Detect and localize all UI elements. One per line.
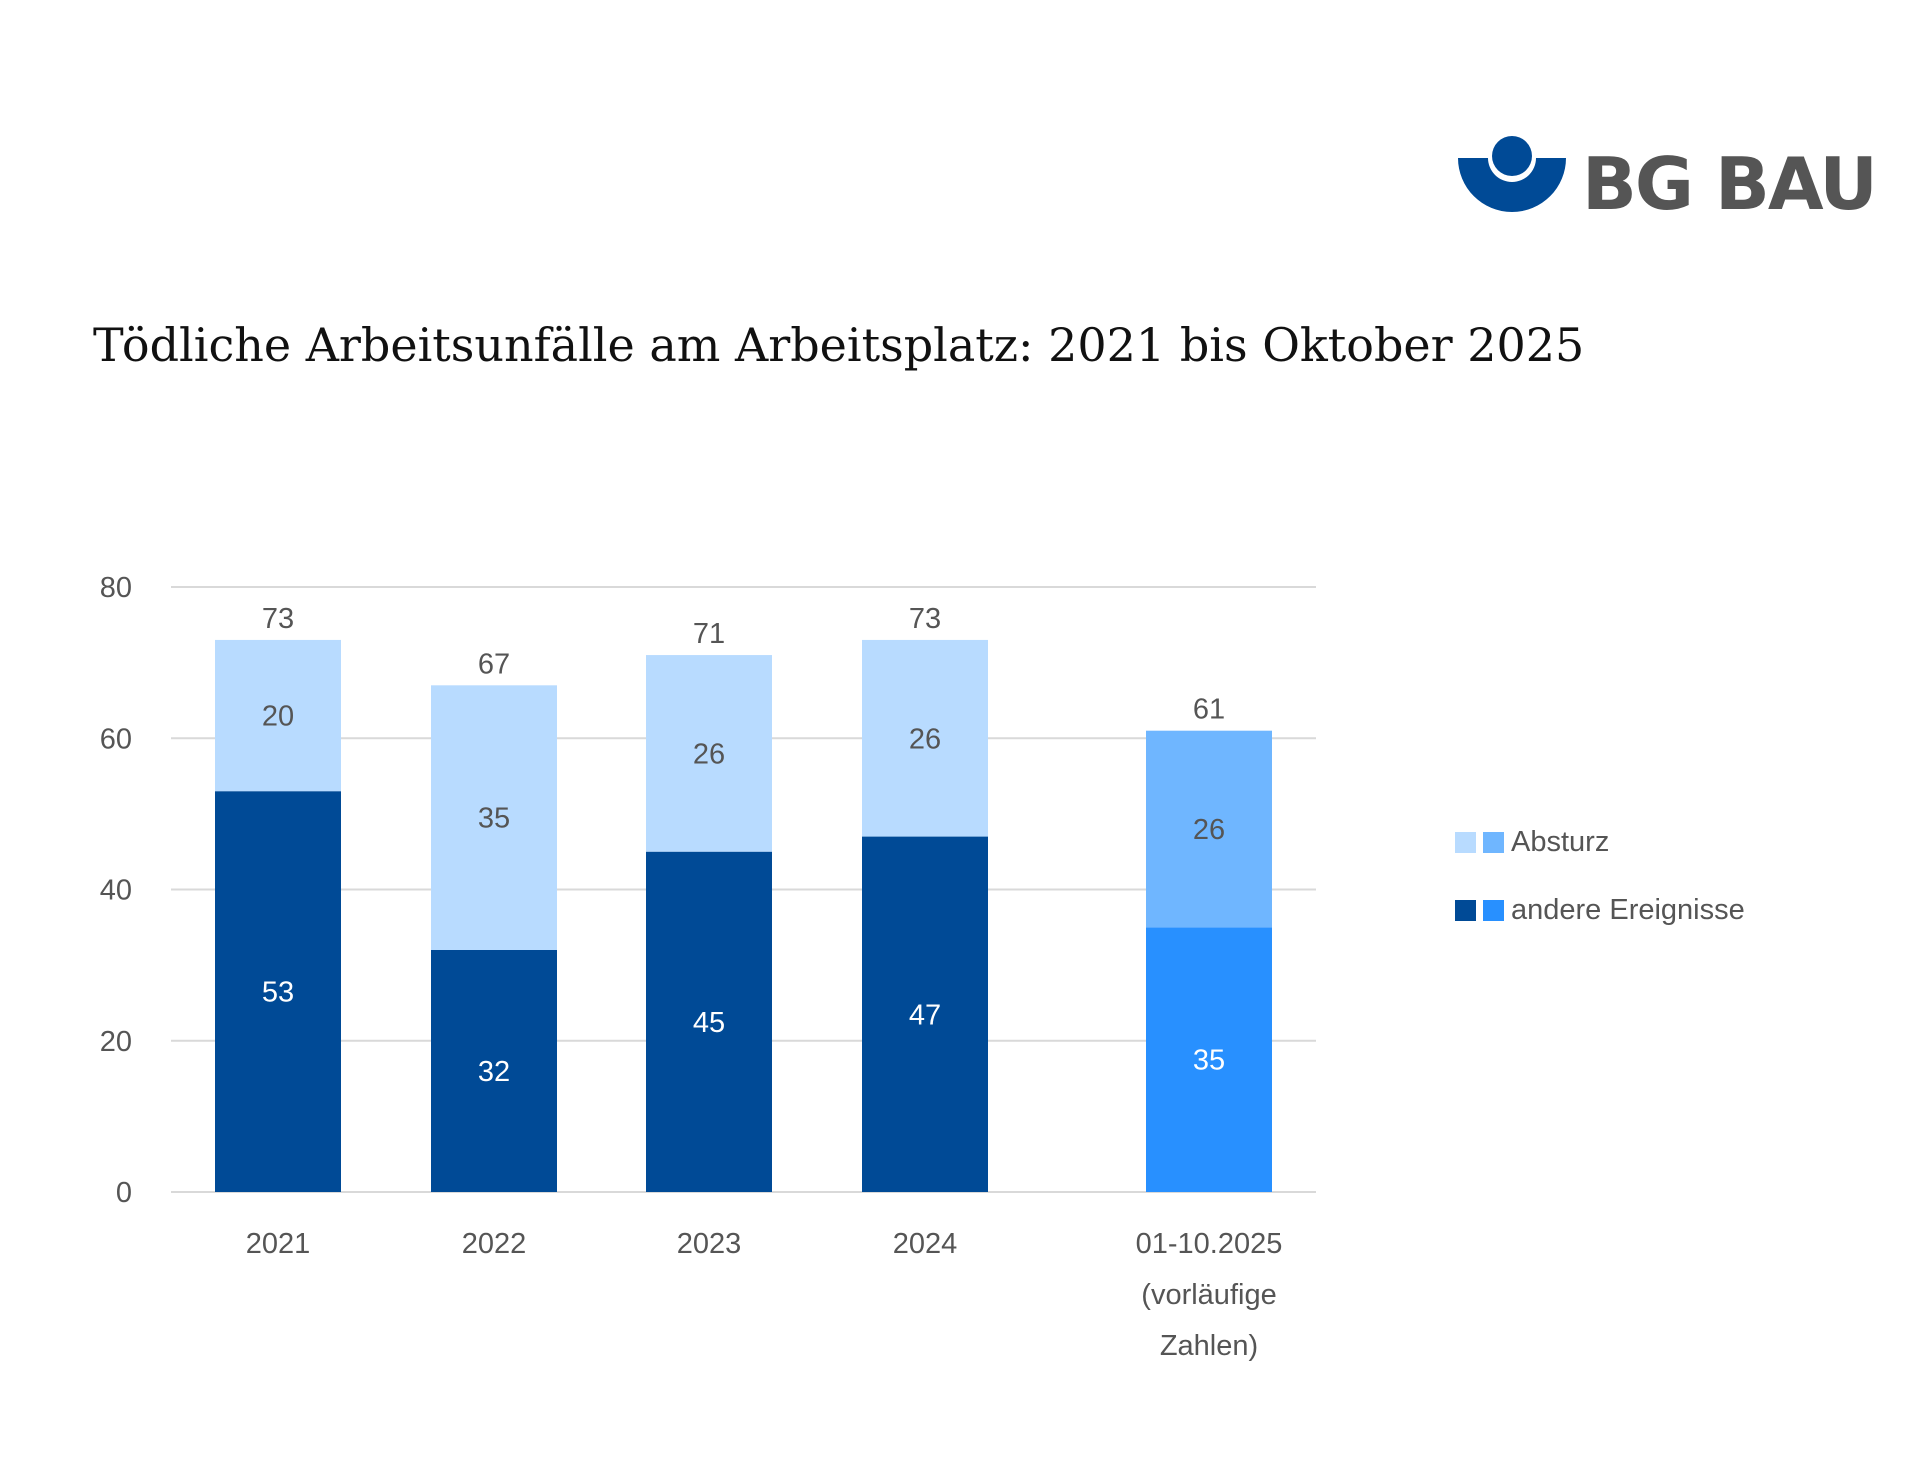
logo-text: BG BAU xyxy=(1582,142,1878,226)
data-label: 32 xyxy=(478,1056,510,1088)
data-label: 26 xyxy=(693,738,725,770)
legend-swatch xyxy=(1483,900,1504,921)
data-label: 20 xyxy=(262,701,294,733)
x-tick-label: 2021 xyxy=(246,1228,311,1260)
x-tick-label: (vorläufige xyxy=(1141,1279,1276,1311)
total-label: 67 xyxy=(478,648,510,680)
bar-andere xyxy=(862,836,988,1192)
data-label: 47 xyxy=(909,999,941,1031)
bar-andere xyxy=(646,851,772,1192)
chart-title: Tödliche Arbeitsunfälle am Arbeitsplatz:… xyxy=(93,318,1585,372)
bar-andere xyxy=(431,950,557,1192)
legend-swatch xyxy=(1455,832,1476,853)
data-label: 26 xyxy=(1193,814,1225,846)
y-tick-label: 40 xyxy=(100,875,132,907)
data-label: 53 xyxy=(262,977,294,1009)
total-label: 71 xyxy=(693,618,725,650)
legend-swatch xyxy=(1483,832,1504,853)
data-label: 26 xyxy=(909,723,941,755)
legend-label: Absturz xyxy=(1511,826,1610,858)
legend-swatch xyxy=(1455,900,1476,921)
legend-item-andere: andere Ereignisse xyxy=(1455,894,1745,927)
bar-andere xyxy=(215,791,341,1192)
total-label: 73 xyxy=(909,603,941,635)
data-label: 35 xyxy=(1193,1045,1225,1077)
total-label: 73 xyxy=(262,603,294,635)
bg-bau-logo-symbol xyxy=(1455,135,1575,222)
y-tick-label: 80 xyxy=(100,572,132,604)
x-tick-label: 2023 xyxy=(677,1228,742,1260)
x-tick-label: 01-10.2025 xyxy=(1136,1228,1283,1260)
bar-andere xyxy=(1146,927,1272,1192)
bar-absturz xyxy=(862,639,988,837)
y-tick-label: 20 xyxy=(100,1026,132,1058)
x-tick-label: 2024 xyxy=(893,1228,958,1260)
bar-absturz xyxy=(215,639,341,792)
bar-absturz xyxy=(646,655,772,852)
x-tick-label: 2022 xyxy=(462,1228,527,1260)
data-label: 35 xyxy=(478,803,510,835)
legend-item-absturz: Absturz xyxy=(1455,826,1609,859)
legend-label: andere Ereignisse xyxy=(1511,894,1745,926)
y-tick-label: 0 xyxy=(116,1177,132,1209)
total-label: 61 xyxy=(1193,694,1225,726)
data-label: 45 xyxy=(693,1007,725,1039)
x-tick-label: Zahlen) xyxy=(1160,1330,1258,1362)
bar-absturz xyxy=(1146,730,1272,928)
y-tick-label: 60 xyxy=(100,723,132,755)
bar-absturz xyxy=(431,685,557,950)
